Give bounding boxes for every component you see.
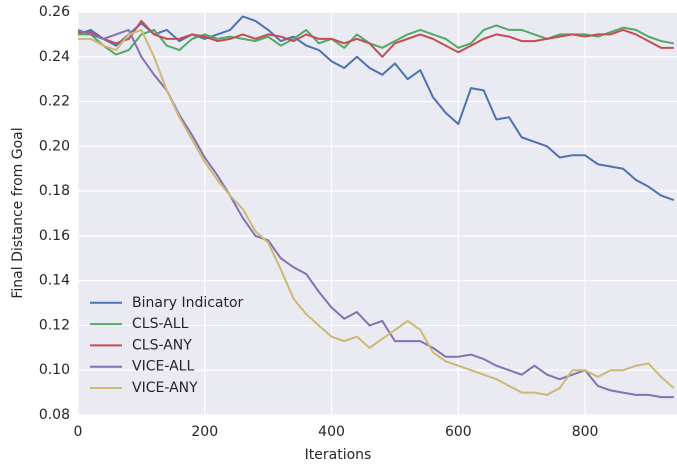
y-tick-label: 0.12 bbox=[39, 317, 70, 333]
legend-label: CLS-ANY bbox=[132, 337, 192, 353]
y-tick-label: 0.26 bbox=[39, 4, 70, 20]
y-tick-label: 0.18 bbox=[39, 183, 70, 199]
y-tick-label: 0.20 bbox=[39, 138, 70, 154]
x-tick-label: 800 bbox=[572, 424, 599, 440]
x-tick-label: 200 bbox=[191, 424, 218, 440]
series-line bbox=[78, 19, 674, 58]
x-tick-label: 400 bbox=[318, 424, 345, 440]
x-tick-label: 0 bbox=[74, 424, 83, 440]
y-tick-label: 0.14 bbox=[39, 273, 70, 289]
x-axis-label: Iterations bbox=[305, 447, 372, 463]
y-axis-label: Final Distance from Goal bbox=[10, 127, 26, 298]
legend-label: CLS-ALL bbox=[132, 316, 189, 332]
legend-label: VICE-ALL bbox=[132, 359, 194, 375]
y-tick-label: 0.24 bbox=[39, 49, 70, 65]
series-line bbox=[78, 28, 675, 396]
y-tick-label: 0.22 bbox=[39, 94, 70, 110]
legend-label: Binary Indicator bbox=[132, 295, 244, 311]
y-tick-label: 0.08 bbox=[39, 407, 70, 423]
legend-label: VICE-ANY bbox=[132, 380, 198, 396]
y-tick-label: 0.16 bbox=[39, 228, 70, 244]
y-tick-label: 0.10 bbox=[39, 362, 70, 378]
x-tick-label: 600 bbox=[445, 424, 472, 440]
plot-background bbox=[78, 12, 677, 415]
